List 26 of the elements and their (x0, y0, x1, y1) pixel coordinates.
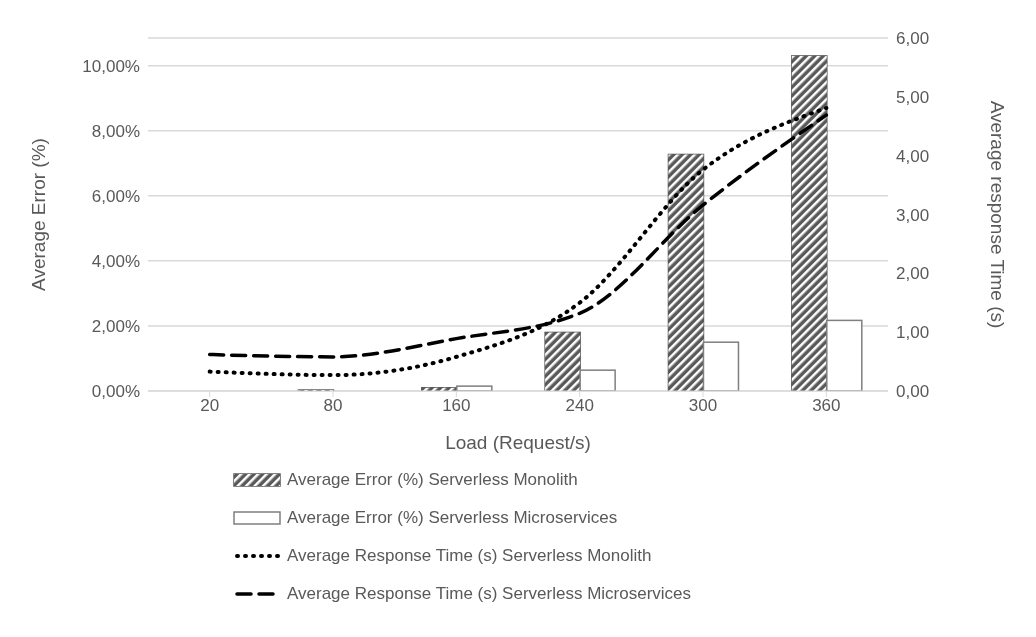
y2-tick-label: 3,00 (896, 205, 930, 225)
legend-label: Average Response Time (s) Serverless Microservices (287, 584, 692, 604)
y-tick-label: 4,00% (91, 251, 140, 271)
x-tick-label: 20 (200, 396, 220, 416)
y2-tick-label: 5,00 (896, 87, 930, 107)
x-axis-title: Load (Request/s) (445, 432, 591, 453)
legend-label: Average Error (%) Serverless Monolith (287, 470, 578, 490)
x-tick-label: 360 (812, 396, 841, 416)
y2-axis-title: Average response Time (s) (987, 100, 1009, 329)
legend-label: Average Response Time (s) Serverless Monolith (287, 546, 652, 566)
y-tick-label: 10,00% (82, 56, 140, 76)
legend-label: Average Error (%) Serverless Microservices (287, 508, 618, 528)
y-tick-label: 2,00% (91, 316, 140, 336)
y2-tick-label: 0,00 (896, 382, 930, 402)
y-tick-label: 0,00% (91, 382, 140, 402)
x-tick-label: 80 (323, 396, 343, 416)
y-tick-label: 6,00% (91, 186, 140, 206)
y-axis-title: Average Error (%) (27, 138, 49, 291)
y2-tick-label: 6,00 (896, 29, 930, 49)
y-tick-label: 8,00% (91, 121, 140, 141)
x-tick-label: 160 (442, 396, 471, 416)
x-tick-label: 300 (688, 396, 718, 416)
x-tick-label: 240 (565, 396, 594, 416)
y2-tick-label: 1,00 (896, 323, 930, 343)
y2-tick-label: 4,00 (896, 146, 930, 166)
y2-tick-label: 2,00 (896, 264, 930, 284)
